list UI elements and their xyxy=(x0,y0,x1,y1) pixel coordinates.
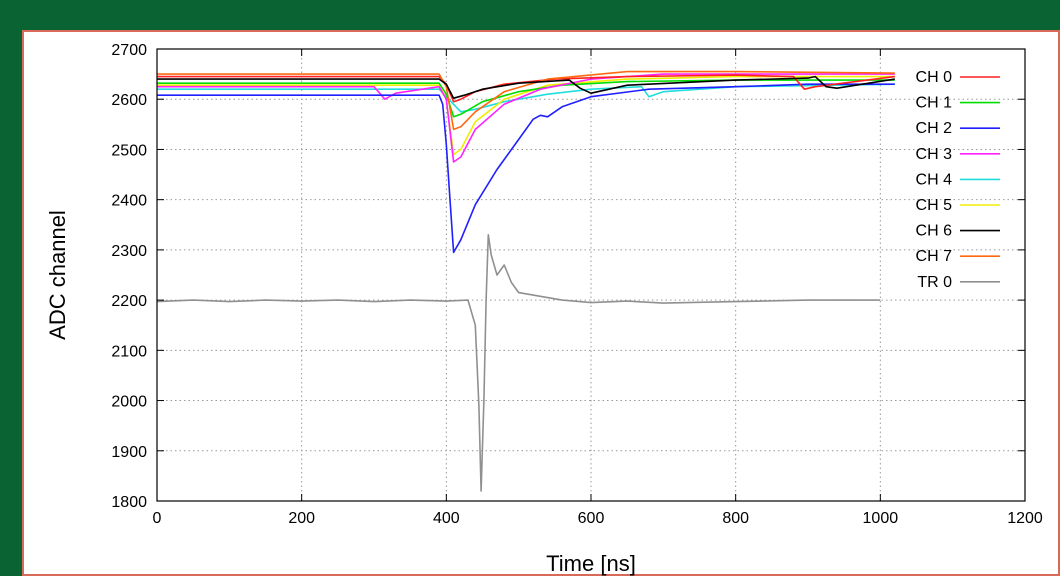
series-line-ch-6 xyxy=(157,75,895,99)
y-axis-label: ADC channel xyxy=(45,210,70,340)
legend-label: CH 0 xyxy=(916,69,953,86)
series-line-ch-2 xyxy=(157,83,895,254)
x-tick-label: 600 xyxy=(578,510,605,527)
x-tick-label: 200 xyxy=(288,510,315,527)
y-tick-label: 1800 xyxy=(111,494,147,511)
x-tick-label: 800 xyxy=(722,510,749,527)
x-tick-label: 1200 xyxy=(1007,510,1043,527)
series-line-ch-4 xyxy=(157,83,895,113)
legend-label: CH 7 xyxy=(916,248,953,265)
y-tick-label: 2600 xyxy=(111,92,147,109)
grid-lines xyxy=(157,49,1025,501)
y-tick-label: 2300 xyxy=(111,243,147,260)
series-line-ch-1 xyxy=(157,79,895,118)
x-tick-label: 0 xyxy=(153,510,162,527)
legend-label: CH 3 xyxy=(916,146,953,163)
y-tick-label: 2700 xyxy=(111,42,147,59)
y-tick-label: 2100 xyxy=(111,343,147,360)
x-tick-label: 1000 xyxy=(863,510,899,527)
legend-label: CH 6 xyxy=(916,223,953,240)
x-tick-label: 400 xyxy=(433,510,460,527)
legend: CH 0 CH 1 CH 2 CH 3 CH 4 CH 5 CH 6 CH 7 TR 0 xyxy=(916,69,1000,291)
y-tick-label: 2000 xyxy=(111,394,147,411)
series-line-ch-7 xyxy=(157,70,895,131)
legend-label: CH 5 xyxy=(916,197,953,214)
y-tick-label: 2500 xyxy=(111,142,147,159)
axis-ticks xyxy=(156,48,1026,502)
legend-label: TR 0 xyxy=(917,274,952,291)
legend-label: CH 4 xyxy=(916,171,953,188)
plot-panel xyxy=(22,30,1060,576)
y-tick-label: 2400 xyxy=(111,193,147,210)
y-tick-label: 1900 xyxy=(111,444,147,461)
series-line-ch-3 xyxy=(157,73,895,163)
y-tick-label: 2200 xyxy=(111,293,147,310)
x-axis-label: Time [ns] xyxy=(546,551,636,576)
series-line-ch-5 xyxy=(157,75,895,156)
legend-label: CH 1 xyxy=(916,95,953,112)
legend-label: CH 2 xyxy=(916,120,953,137)
series-line-tr-0 xyxy=(156,234,881,492)
series-layer xyxy=(156,70,895,492)
tick-labels: 0 200 400 600 800 1000 1200 1800 1900 2000 2100 220… xyxy=(111,42,1042,527)
